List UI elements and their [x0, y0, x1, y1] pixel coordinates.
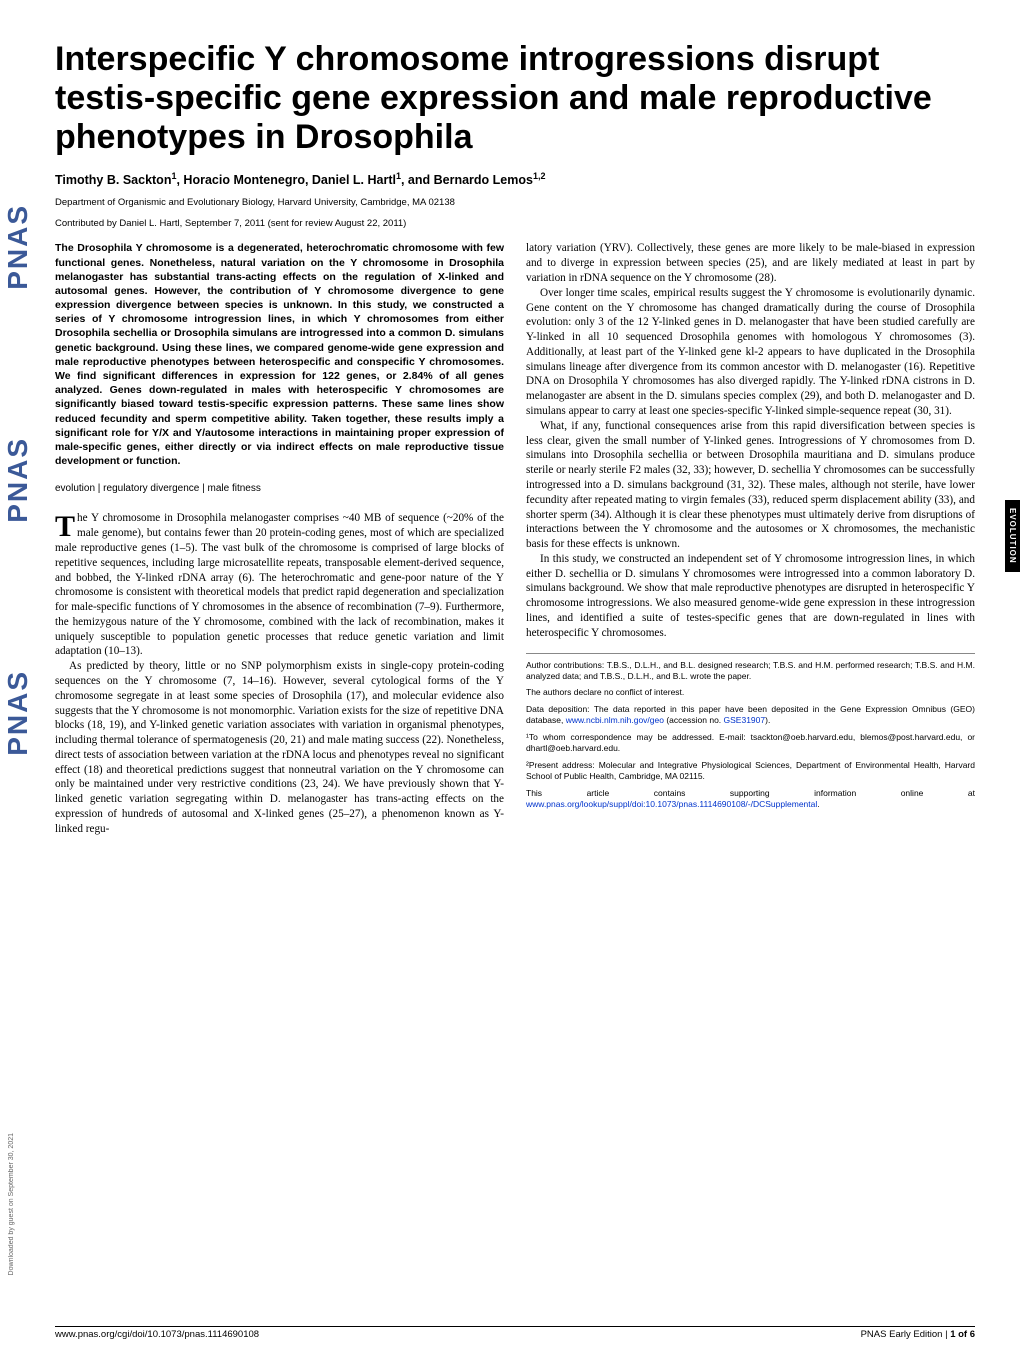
body-p2: As predicted by theory, little or no SNP…	[55, 659, 504, 836]
body-r-p1: latory variation (YRV). Collectively, th…	[526, 241, 975, 285]
body-r-p2: Over longer time scales, empirical resul…	[526, 286, 975, 419]
pnas-logo-text: PNAS	[2, 204, 34, 290]
geo-link[interactable]: www.ncbi.nlm.nih.gov/geo	[566, 715, 664, 725]
pnas-logo-text: PNAS	[2, 437, 34, 523]
footnotes-block: Author contributions: T.B.S., D.L.H., an…	[526, 653, 975, 811]
supporting-link[interactable]: www.pnas.org/lookup/suppl/doi:10.1073/pn…	[526, 799, 817, 809]
column-left: The Drosophila Y chromosome is a degener…	[55, 241, 504, 836]
affiliation: Department of Organismic and Evolutionar…	[55, 197, 975, 208]
fn-conflict: The authors declare no conflict of inter…	[526, 687, 975, 698]
section-tab-evolution: EVOLUTION	[1005, 500, 1020, 572]
footer-doi: www.pnas.org/cgi/doi/10.1073/pnas.111469…	[55, 1329, 259, 1340]
page-content: Interspecific Y chromosome introgression…	[55, 40, 975, 837]
fn-contributions: Author contributions: T.B.S., D.L.H., an…	[526, 660, 975, 683]
footer-page-info: PNAS Early Edition | 1 of 6	[861, 1329, 975, 1340]
fn-supporting: This article contains supporting informa…	[526, 788, 975, 811]
authors-line: Timothy B. Sackton1, Horacio Montenegro,…	[55, 171, 975, 187]
download-note: Downloaded by guest on September 30, 202…	[8, 1133, 15, 1275]
pnas-logo-text: PNAS	[2, 670, 34, 756]
body-r-p3: What, if any, functional consequences ar…	[526, 419, 975, 552]
column-right: latory variation (YRV). Collectively, th…	[526, 241, 975, 836]
fn-correspondence: ¹To whom correspondence may be addressed…	[526, 732, 975, 755]
body-r-p4: In this study, we constructed an indepen…	[526, 552, 975, 641]
contributed-line: Contributed by Daniel L. Hartl, Septembe…	[55, 218, 975, 229]
body-p1: The Y chromosome in Drosophila melanogas…	[55, 511, 504, 659]
abstract: The Drosophila Y chromosome is a degener…	[55, 241, 504, 468]
fn-data-deposition: Data deposition: The data reported in th…	[526, 704, 975, 727]
dropcap: T	[55, 511, 77, 540]
page-footer: www.pnas.org/cgi/doi/10.1073/pnas.111469…	[55, 1326, 975, 1340]
two-column-body: The Drosophila Y chromosome is a degener…	[55, 241, 975, 836]
article-title: Interspecific Y chromosome introgression…	[55, 40, 975, 157]
keywords: evolution | regulatory divergence | male…	[55, 482, 504, 495]
journal-logo-sidebar: PNAS PNAS PNAS	[0, 130, 35, 830]
accession-link[interactable]: GSE31907	[724, 715, 766, 725]
fn-present-address: ²Present address: Molecular and Integrat…	[526, 760, 975, 783]
